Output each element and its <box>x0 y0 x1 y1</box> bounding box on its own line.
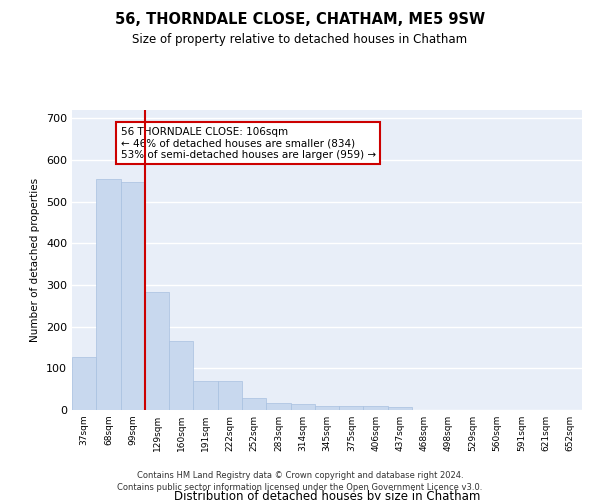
Bar <box>72 357 96 410</box>
Text: Size of property relative to detached houses in Chatham: Size of property relative to detached ho… <box>133 32 467 46</box>
Bar <box>145 292 169 410</box>
Bar <box>218 381 242 410</box>
Bar <box>169 341 193 410</box>
Bar <box>290 404 315 410</box>
Text: Contains public sector information licensed under the Open Government Licence v3: Contains public sector information licen… <box>118 483 482 492</box>
Bar <box>193 381 218 410</box>
Bar <box>339 406 364 410</box>
Bar <box>242 398 266 410</box>
Bar <box>121 182 145 410</box>
Y-axis label: Number of detached properties: Number of detached properties <box>31 178 40 342</box>
Bar <box>364 406 388 410</box>
Bar <box>96 179 121 410</box>
Bar <box>388 406 412 410</box>
Text: 56 THORNDALE CLOSE: 106sqm
← 46% of detached houses are smaller (834)
53% of sem: 56 THORNDALE CLOSE: 106sqm ← 46% of deta… <box>121 126 376 160</box>
Text: Contains HM Land Registry data © Crown copyright and database right 2024.: Contains HM Land Registry data © Crown c… <box>137 470 463 480</box>
Bar <box>266 402 290 410</box>
Text: 56, THORNDALE CLOSE, CHATHAM, ME5 9SW: 56, THORNDALE CLOSE, CHATHAM, ME5 9SW <box>115 12 485 28</box>
Bar <box>315 406 339 410</box>
X-axis label: Distribution of detached houses by size in Chatham: Distribution of detached houses by size … <box>174 490 480 500</box>
